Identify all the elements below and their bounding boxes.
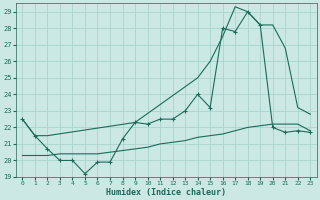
X-axis label: Humidex (Indice chaleur): Humidex (Indice chaleur) [106, 188, 226, 197]
